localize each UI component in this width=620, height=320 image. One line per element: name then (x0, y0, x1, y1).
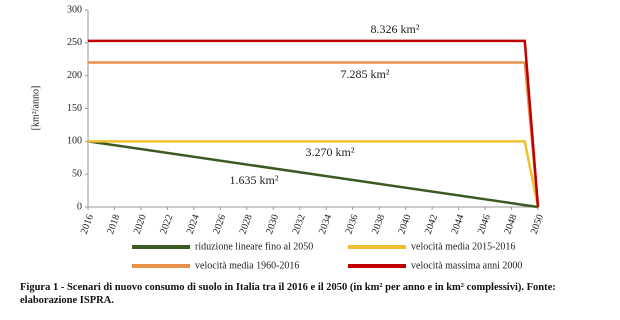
annotation: 3.270 km² (306, 145, 355, 159)
y-tick-label: 50 (72, 168, 82, 179)
y-axis-label: [km²/anno] (30, 86, 41, 131)
annotation: 7.285 km² (341, 67, 390, 81)
legend-label: velocità massima anni 2000 (411, 260, 522, 271)
y-tick-label: 250 (67, 37, 82, 48)
y-tick-label: 150 (67, 103, 82, 114)
x-tick-label: 2036 (344, 213, 361, 236)
x-tick-label: 2046 (476, 213, 493, 236)
legend-label: velocità media 2015-2016 (411, 241, 515, 252)
x-tick-label: 2028 (238, 213, 255, 236)
legend-label: riduzione lineare fino al 2050 (195, 241, 313, 252)
y-tick-label: 300 (67, 4, 82, 15)
y-tick-label: 200 (67, 70, 82, 81)
x-tick-label: 2024 (185, 213, 202, 236)
x-tick-label: 2022 (158, 213, 175, 236)
series-line (87, 140, 539, 209)
y-tick-label: 0 (77, 201, 82, 212)
annotation: 1.635 km² (230, 173, 279, 187)
legend-label: velocità media 1960-2016 (195, 260, 299, 271)
x-tick-label: 2018 (105, 213, 122, 236)
caption: Figura 1 - Scenari di nuovo consumo di s… (20, 282, 556, 306)
annotation: 8.326 km² (371, 22, 420, 36)
series-line (88, 61, 540, 208)
x-tick-label: 2050 (529, 213, 546, 236)
x-tick-label: 2016 (79, 213, 96, 236)
x-tick-label: 2044 (449, 213, 466, 236)
x-tick-label: 2020 (132, 213, 149, 236)
y-tick-label: 100 (67, 136, 82, 147)
x-tick-label: 2034 (317, 213, 334, 236)
series-line (88, 140, 540, 208)
x-tick-label: 2026 (211, 213, 228, 236)
chart: [km²/anno] 0 50 100 150 200 250 300 2016 2018 202… (30, 4, 546, 271)
x-tick-label: 2030 (264, 213, 281, 236)
x-tick-label: 2038 (370, 213, 387, 236)
x-tick-label: 2040 (396, 213, 413, 236)
x-tick-label: 2048 (502, 213, 519, 236)
x-tick-label: 2032 (291, 213, 308, 236)
x-tick-label: 2042 (423, 213, 440, 236)
series-line (88, 39, 540, 208)
